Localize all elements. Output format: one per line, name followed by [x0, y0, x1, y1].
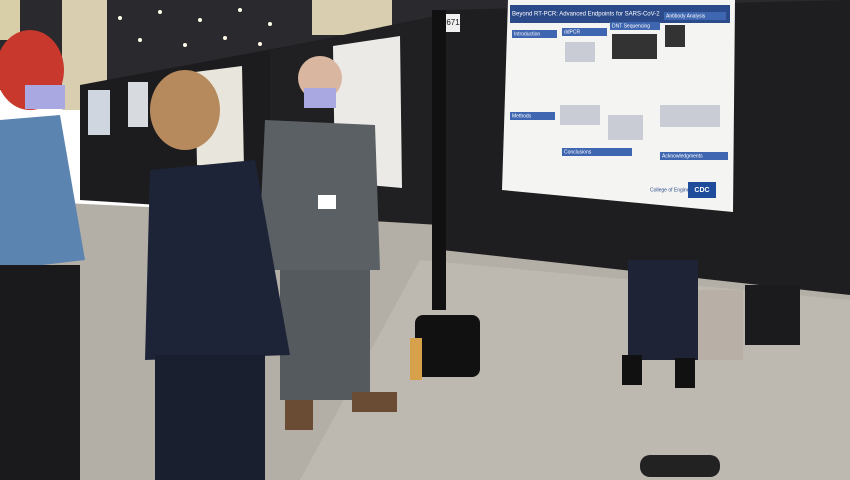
section-heading: DNT Sequencing	[612, 23, 650, 29]
logo: CDC	[694, 187, 709, 194]
person-behind-board	[622, 260, 800, 388]
pillar	[0, 0, 20, 40]
board-number: 671	[446, 18, 460, 27]
section-heading: Methods	[512, 113, 532, 119]
logo: College of Engineering	[650, 187, 701, 193]
poster	[128, 82, 148, 127]
poster	[88, 90, 110, 135]
section-heading: Introduction	[514, 31, 540, 37]
ceiling-lights	[118, 8, 272, 47]
section-heading: Acknowledgments	[662, 153, 703, 159]
object	[640, 455, 720, 477]
logo-box	[688, 182, 716, 198]
person-left	[0, 30, 85, 480]
section-heading: Antibody Analysis	[666, 13, 706, 19]
poster-title: Beyond RT-PCR: Advanced Endpoints for SA…	[512, 12, 660, 18]
poster-figures	[560, 25, 720, 140]
board-number-tag	[446, 14, 460, 32]
section-heading: Conclusions	[564, 149, 592, 155]
board-post	[432, 10, 446, 310]
poster-sections: Introduction ddPCR DNT Sequencing Antibo…	[510, 12, 728, 160]
bottle	[410, 338, 422, 380]
section-heading: ddPCR	[564, 29, 581, 35]
handbag	[698, 290, 743, 360]
backpack	[415, 315, 480, 377]
person-listener	[145, 70, 290, 480]
person-presenter	[258, 56, 397, 430]
